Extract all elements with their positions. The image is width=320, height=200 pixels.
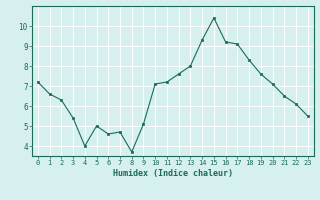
X-axis label: Humidex (Indice chaleur): Humidex (Indice chaleur)	[113, 169, 233, 178]
